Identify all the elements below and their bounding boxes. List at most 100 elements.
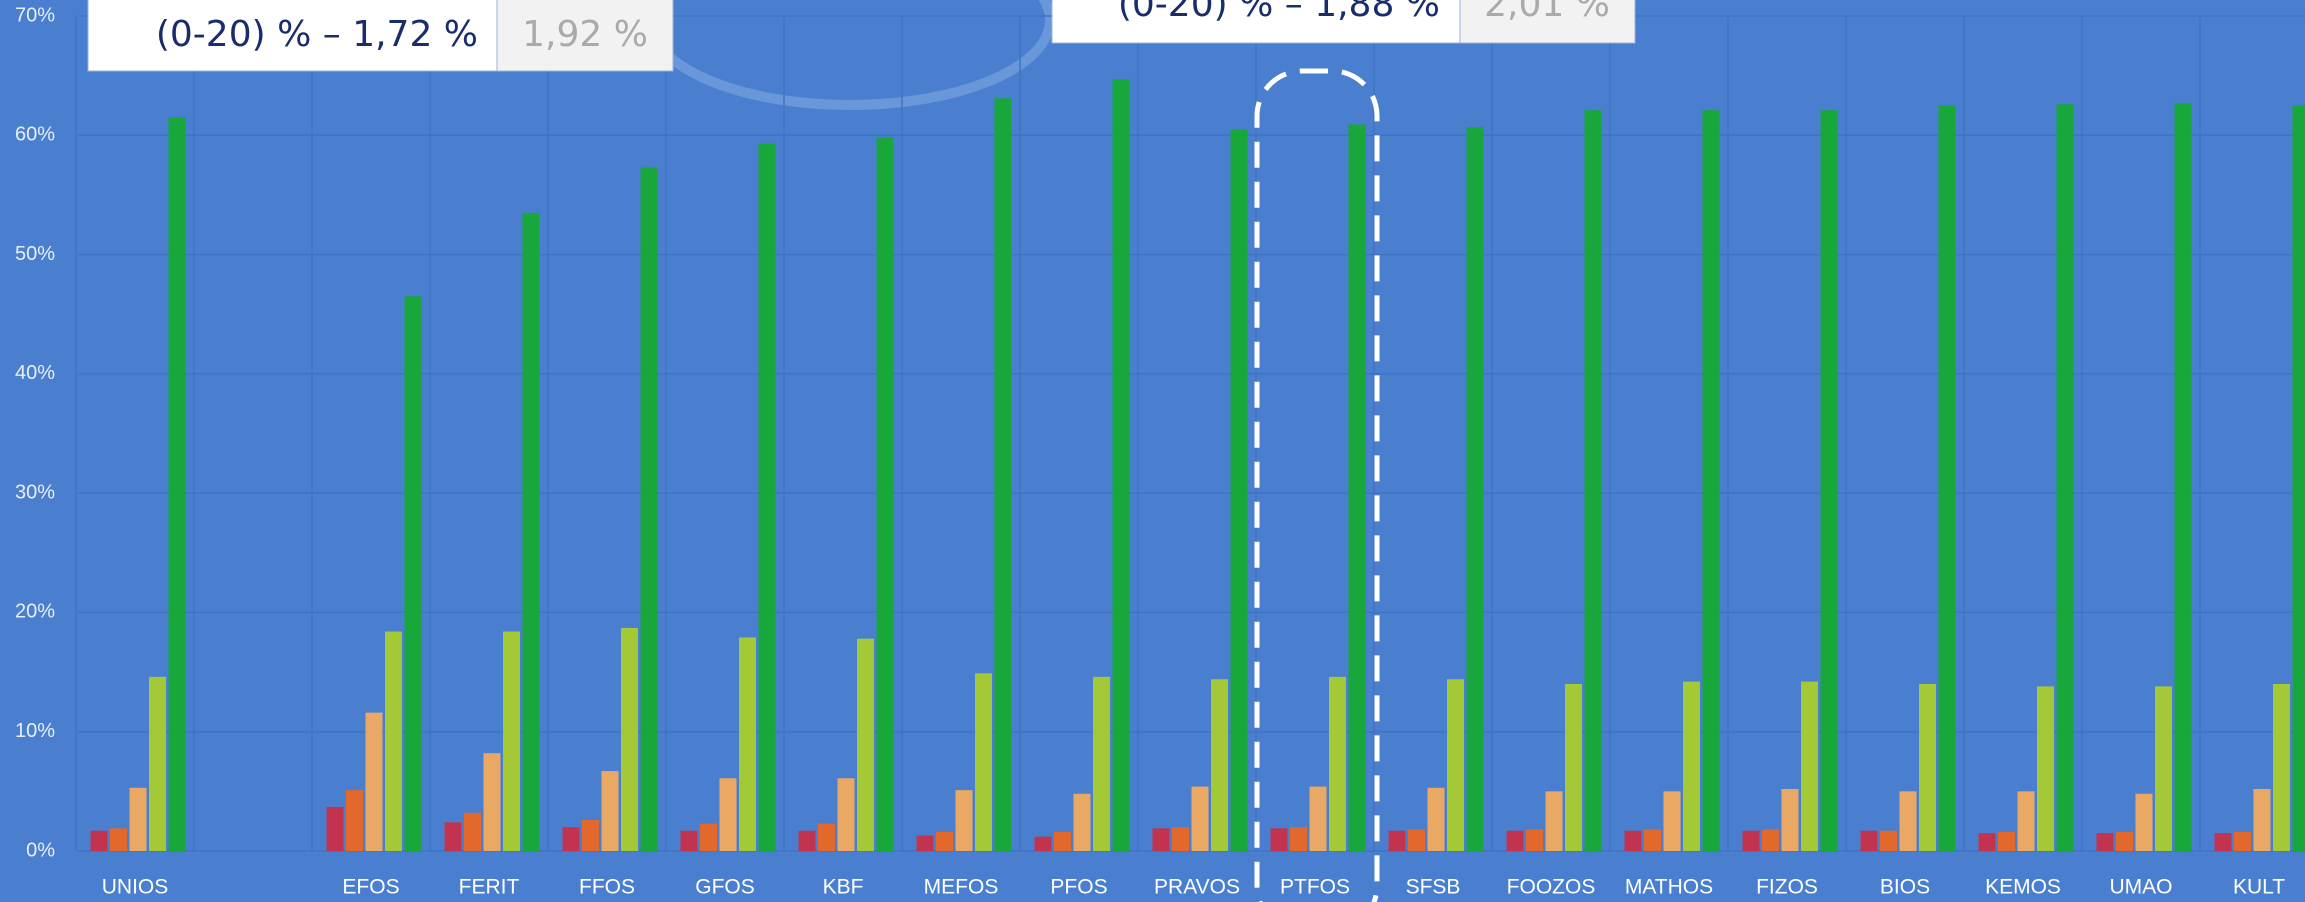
bar [483,753,501,851]
bar [1034,836,1052,851]
bar [1880,830,1897,851]
bar [1191,786,1209,851]
bar [798,830,816,851]
bar [1270,828,1288,851]
bar [90,830,108,851]
y-tick-label: 60% [15,124,55,146]
bar [2273,684,2290,851]
bar [2096,833,2114,851]
bar [1290,827,1307,851]
x-tick-label: KULT [2233,876,2285,899]
bar [1152,828,1170,851]
bar [955,790,973,851]
bar [1663,791,1681,851]
annotation-box [496,0,674,72]
bar [1683,681,1700,851]
bar [2253,788,2271,851]
bar [1506,830,1524,851]
bar [2056,104,2074,852]
x-tick-label: KEMOS [1985,876,2061,899]
y-tick-label: 30% [15,481,55,503]
x-tick-label: MATHOS [1625,876,1713,899]
bar [2292,105,2305,851]
bar [1388,830,1406,851]
bar [1742,830,1760,851]
x-tick-label: BIOS [1880,876,1930,899]
bar [818,823,835,851]
bar [1644,829,1661,851]
bar [1565,684,1582,851]
bar [1112,79,1130,851]
y-tick-label: 50% [15,243,55,265]
bar [1860,830,1878,851]
x-tick-label: KBF [823,876,864,899]
bar [522,212,540,852]
bar [916,835,934,851]
bar [975,673,992,851]
bar [2174,103,2192,852]
bar [1919,684,1936,851]
bar [1211,679,1228,851]
bar [1093,676,1110,851]
bar [2135,793,2153,851]
annotation-text: 2,01 % [1484,0,1610,25]
bar [837,778,855,851]
bar [404,296,422,852]
bar [994,98,1012,852]
bar [2037,686,2054,851]
bar [1309,786,1327,851]
bar [719,778,737,851]
bar [1545,791,1563,851]
x-tick-label: FFOS [579,876,635,899]
annotation-text: 1,92 % [522,14,648,55]
x-tick-label: FERIT [459,876,520,899]
bar [601,771,619,851]
bar [149,676,166,851]
annotation-box [1051,0,1461,44]
bar [1466,126,1484,851]
y-tick-label: 20% [15,601,55,623]
x-tick-label: GFOS [695,876,755,899]
bar [1584,110,1602,851]
x-tick-label: FOOZOS [1507,876,1596,899]
bar [129,787,147,851]
bar [1978,833,1996,851]
bar [1820,110,1838,851]
bar [758,143,776,851]
bar [2116,831,2133,851]
bar [640,167,658,851]
y-tick-label: 40% [15,362,55,384]
bar [2214,833,2232,851]
x-tick-label: PTFOS [1280,876,1350,899]
bar [1526,829,1543,851]
x-tick-label: UMAO [2110,876,2173,899]
bar [1348,124,1366,852]
bar [2017,791,2035,851]
bar [1408,829,1425,851]
y-tick-label: 0% [26,839,55,861]
x-tick-label: UNIOS [102,876,169,899]
x-tick-label: FIZOS [1756,876,1818,899]
bar [326,806,344,851]
y-tick-label: 10% [15,720,55,742]
annotation-box [1459,0,1636,44]
bar [876,137,894,851]
bar [857,638,874,851]
bar [1230,129,1248,852]
bar [110,828,127,851]
bar [1899,791,1917,851]
bar [936,831,953,851]
bar [1624,830,1642,851]
bar [1938,105,1956,851]
bar [1762,829,1779,851]
bar [700,823,717,851]
x-tick-label: MEFOS [924,876,999,899]
bar [680,830,698,851]
bar [1447,679,1464,851]
bar [621,627,638,851]
bar [1781,788,1799,851]
bar [1172,827,1189,851]
bar [1073,793,1091,851]
bar [503,631,520,851]
